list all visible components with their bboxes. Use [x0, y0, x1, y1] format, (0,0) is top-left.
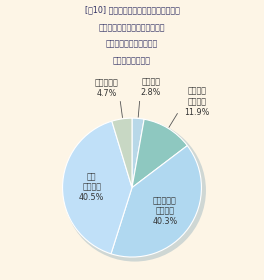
Text: [図10] 倫理法・倫理規程により、行政と: [図10] 倫理法・倫理規程により、行政と — [84, 6, 180, 15]
Wedge shape — [132, 118, 144, 188]
Text: 民間企業等との間の情報収集等: 民間企業等との間の情報収集等 — [99, 24, 165, 33]
Text: に支障が生じたと思うか: に支障が生じたと思うか — [106, 40, 158, 49]
Text: ある程度
そう思う
11.9%: ある程度 そう思う 11.9% — [185, 87, 210, 117]
Text: （市民モニター）: （市民モニター） — [113, 56, 151, 65]
Text: あまりそう
思わない
40.3%: あまりそう 思わない 40.3% — [152, 196, 177, 226]
Text: 分からない
4.7%: 分からない 4.7% — [95, 78, 119, 97]
Wedge shape — [132, 119, 187, 188]
Text: そう思う
2.8%: そう思う 2.8% — [141, 78, 161, 97]
Text: そう
思わない
40.5%: そう 思わない 40.5% — [79, 172, 105, 202]
Wedge shape — [63, 121, 132, 254]
Ellipse shape — [64, 119, 206, 262]
Wedge shape — [112, 118, 132, 188]
Wedge shape — [111, 146, 201, 257]
